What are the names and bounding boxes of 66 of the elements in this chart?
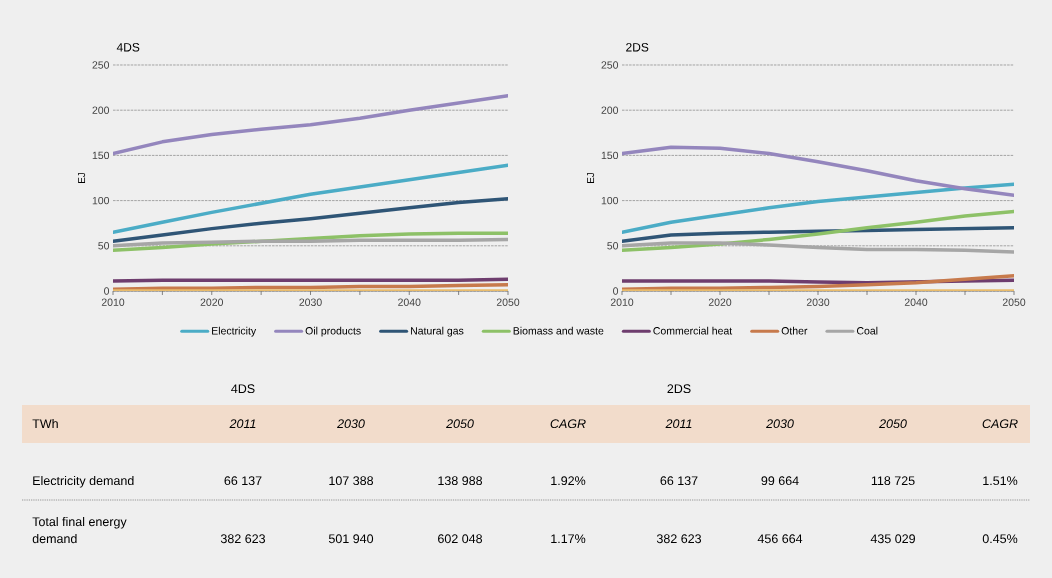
y-tick-label: 50	[607, 242, 619, 250]
text: 4DS	[231, 384, 255, 394]
text: 382 623	[656, 534, 702, 544]
y-tick-label: 50	[98, 242, 110, 250]
text: Electricity demand	[33, 475, 134, 488]
text: 2050	[446, 419, 474, 429]
y-tick-label: 200	[601, 106, 619, 114]
text: 2011	[665, 419, 692, 429]
text: 0.45%	[982, 534, 1018, 544]
text: Total final energy demand	[32, 516, 127, 544]
text: 2011	[229, 419, 256, 429]
chart-title: 4DS	[116, 43, 140, 52]
legend-label: Other	[781, 326, 808, 335]
text: 602 048	[438, 534, 483, 544]
text: CAGR	[550, 419, 586, 429]
line-series	[113, 197, 508, 244]
y-tick-label: 0	[613, 287, 619, 295]
text: TWh	[32, 418, 58, 428]
text: 138 988	[438, 476, 483, 486]
text: 456 664	[757, 534, 803, 544]
y-tick-label: 200	[92, 106, 110, 114]
y-tick-label: 250	[92, 61, 110, 69]
text: 1.51%	[983, 476, 1018, 486]
text: 382 623	[220, 534, 266, 544]
y-tick-label: 0	[104, 287, 110, 295]
text: 66 137	[224, 476, 262, 486]
legend-label: Commercial heat	[653, 326, 733, 335]
legend-label: Biomass and waste	[513, 326, 604, 335]
text: 118 725	[871, 476, 915, 486]
text: 2DS	[667, 384, 691, 394]
text: 66 137	[660, 476, 698, 486]
legend-label: Coal	[856, 326, 878, 335]
x-tick-label: 2010	[101, 298, 125, 306]
text: 501 940	[328, 534, 374, 544]
y-tick-label: 150	[92, 151, 110, 160]
x-tick-label: 2040	[398, 298, 421, 306]
chart-title: 2DS	[626, 43, 649, 52]
text: 2050	[879, 419, 907, 429]
x-tick-label: 2050	[1002, 298, 1026, 306]
y-axis-title: EJ	[587, 172, 595, 183]
y-tick-label: 250	[601, 61, 619, 69]
text: 2030	[766, 419, 794, 429]
y-tick-label: 100	[601, 196, 619, 205]
text: 99 664	[761, 476, 799, 486]
text: 2030	[337, 419, 365, 429]
line-series	[622, 241, 1015, 254]
x-tick-label: 2050	[496, 298, 520, 306]
line-series	[622, 209, 1015, 253]
x-tick-label: 2020	[200, 298, 224, 306]
text: 107 388	[329, 476, 374, 486]
text: CAGR	[982, 419, 1018, 429]
x-tick-label: 2010	[610, 298, 634, 306]
x-tick-label: 2040	[904, 298, 928, 306]
y-axis-title: EJ	[78, 172, 86, 183]
legend-label: Natural gas	[410, 326, 464, 337]
legend-label: Oil products	[305, 326, 361, 337]
x-tick-label: 2030	[299, 298, 322, 306]
legend-label: Electricity	[212, 326, 257, 337]
y-tick-label: 150	[601, 151, 619, 160]
x-tick-label: 2030	[806, 298, 830, 306]
y-tick-label: 100	[92, 196, 110, 205]
text: 1.92%	[551, 476, 586, 486]
text: 435 029	[870, 534, 915, 544]
x-tick-label: 2020	[708, 298, 732, 306]
line-series	[622, 145, 1015, 197]
text: 1.17%	[551, 534, 586, 544]
